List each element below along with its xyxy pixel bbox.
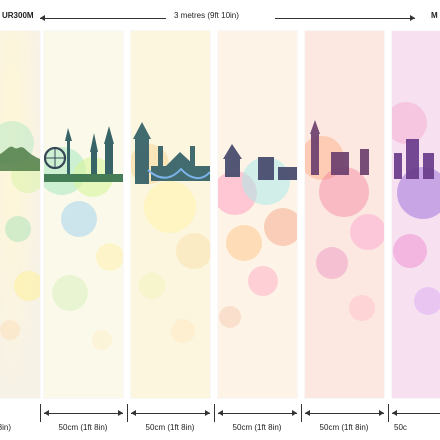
top-dimension-arrow-right <box>410 15 415 21</box>
panel-3 <box>131 31 210 398</box>
bottom-dimension-arrow-2-right <box>205 410 210 416</box>
panel-width-label-2: 50cm (1ft 8in) <box>58 423 108 432</box>
bottom-dimension-arrow-4-right <box>379 410 384 416</box>
bottom-dimension-line-3 <box>218 413 297 414</box>
bottom-dimension-arrow-3-left <box>218 410 223 416</box>
panel-2 <box>44 31 123 398</box>
bottom-dimension-line-5 <box>392 413 440 414</box>
panel-tick-2 <box>214 404 215 422</box>
top-dimension-line-right <box>275 18 415 19</box>
bottom-dimension-line-4 <box>305 413 384 414</box>
bottom-dimension-arrow-5-left <box>392 410 397 416</box>
bottom-dimension-arrow-2-left <box>131 410 136 416</box>
panel-width-label-partial-left: ft 8in) <box>0 423 11 432</box>
panel-width-label-3: 50cm (1ft 8in) <box>145 423 195 432</box>
product-code-left: UR300M <box>2 11 34 20</box>
top-dimension-arrow-left <box>40 15 45 21</box>
panel-width-label-4: 50cm (1ft 8in) <box>232 423 282 432</box>
bottom-dimension-arrow-3-right <box>292 410 297 416</box>
product-code-right: M <box>431 11 438 20</box>
top-dimension-line-left <box>40 18 166 19</box>
panel-width-label-5: 50cm (1ft 8in) <box>319 423 369 432</box>
panel-4 <box>218 31 297 398</box>
panel-6 <box>392 31 440 398</box>
panel-tick-1 <box>127 404 128 422</box>
bottom-dimension-arrow-1-right <box>118 410 123 416</box>
bottom-dimension-arrow-4-left <box>305 410 310 416</box>
panel-width-label-partial-right: 50c <box>394 423 407 432</box>
bottom-dimension-line-1 <box>44 413 123 414</box>
bottom-dimension-line-2 <box>131 413 210 414</box>
panel-tick-3 <box>301 404 302 422</box>
panel-5 <box>305 31 384 398</box>
total-width-label: 3 metres (9ft 10in) <box>174 11 239 20</box>
panel-tick-left-edge <box>40 404 41 422</box>
panel-1 <box>0 31 40 398</box>
panel-tick-4 <box>388 404 389 422</box>
bottom-dimension-arrow-1-left <box>44 410 49 416</box>
